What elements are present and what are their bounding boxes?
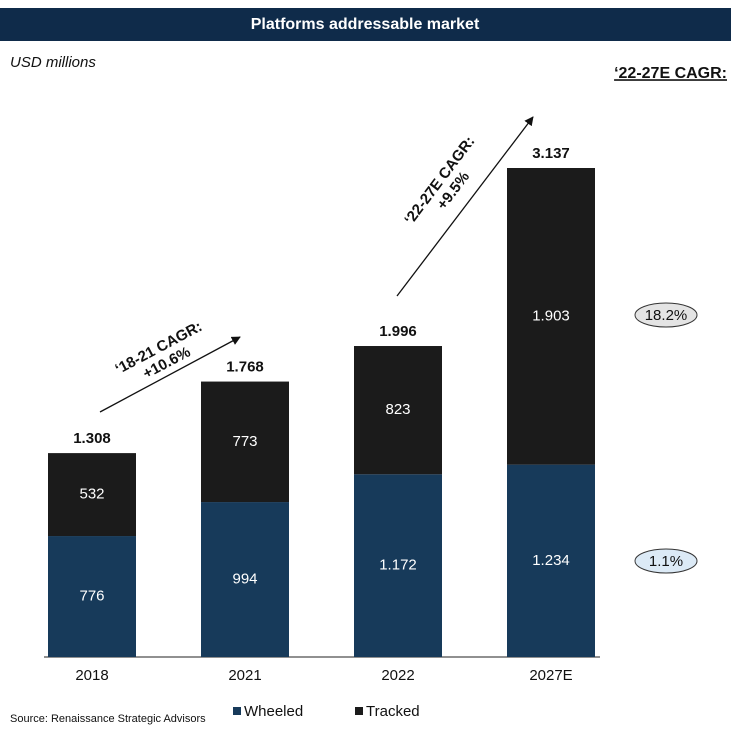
segment-label: 823 [385,401,410,418]
legend-swatch [233,707,241,715]
segment-label: 532 [79,486,104,503]
total-label: 1.308 [73,430,111,447]
cagr-pill [634,548,698,574]
cagr-value: 18.2% [645,307,688,324]
segment-label: 776 [79,587,104,604]
x-tick-label: 2027E [529,667,572,684]
subtitle: USD millions [10,54,96,71]
cagr-pill [634,302,698,328]
bar-segment [48,536,136,657]
total-label: 3.137 [532,145,570,162]
cagr-annotation: ‘22-27E CAGR:+9.5% [401,133,478,228]
segment-label: 994 [232,570,257,587]
legend-label: Wheeled [244,703,303,720]
x-tick-label: 2018 [75,667,108,684]
bar-segment [201,502,289,657]
bar-segment [201,381,289,503]
x-tick-label: 2021 [228,667,261,684]
legend-swatch [355,707,363,715]
arrow [99,336,241,413]
bar-segment [507,464,595,657]
legend-label: Tracked [366,703,420,720]
cagr-value: 1.1% [649,553,683,570]
chart-title: Platforms addressable market [251,16,480,33]
source: Source: Renaissance Strategic Advisors [10,713,206,725]
x-tick-label: 2022 [381,667,414,684]
bar-segment [507,168,595,465]
bar-segment [354,474,442,657]
total-label: 1.996 [379,323,417,340]
arrow [396,116,534,297]
cagr-annotation: ‘18-21 CAGR:+10.6% [112,318,205,383]
segment-label: 1.903 [532,307,570,324]
segment-label: 773 [232,433,257,450]
segment-label: 1.172 [379,557,417,574]
total-label: 1.768 [226,359,264,376]
bar-segment [48,453,136,537]
title-bar [0,8,731,41]
cagr-header: ‘22-27E CAGR: [614,65,727,82]
bar-segment [354,346,442,475]
segment-label: 1.234 [532,552,570,569]
